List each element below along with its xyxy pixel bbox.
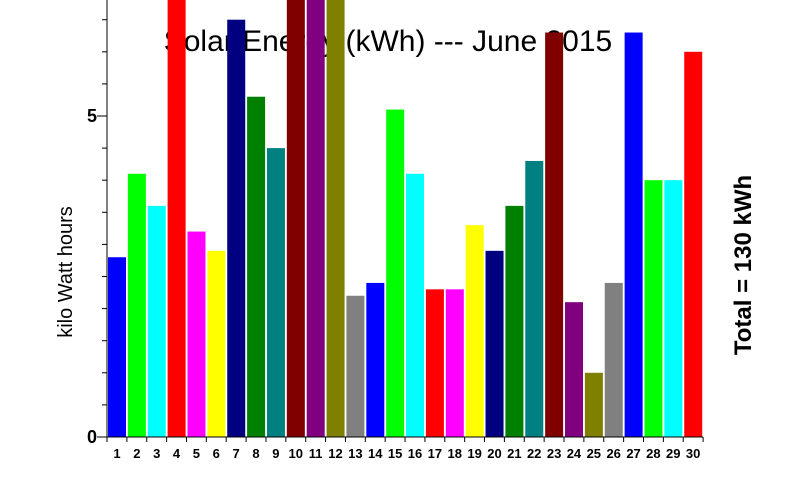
x-tick-label: 11 [309,446,323,461]
x-tick-label: 4 [173,446,181,461]
x-tick-label: 10 [289,446,303,461]
x-tick-label: 17 [428,446,442,461]
x-tick-label: 23 [547,446,561,461]
bar-day-22 [525,160,544,437]
x-tick-label: 7 [233,446,240,461]
x-tick-label: 1 [113,446,120,461]
bar-day-13 [346,295,365,437]
bar-day-5 [187,231,206,437]
bar-day-9 [266,148,285,437]
bar-day-17 [425,289,444,437]
x-tick-label: 28 [646,446,660,461]
bar-day-10 [286,0,305,437]
x-tick-label: 8 [252,446,259,461]
bar-day-4 [167,0,186,438]
y-axis-label: kilo Watt hours [55,206,77,338]
bar-day-12 [326,0,345,438]
bar-day-14 [366,282,385,437]
bar-day-26 [604,282,623,437]
bar-day-6 [207,250,226,437]
bars-group [108,0,703,438]
bar-day-7 [227,19,246,437]
bar-day-2 [127,173,146,437]
bar-day-20 [485,250,504,437]
x-tick-label: 18 [447,446,461,461]
x-tick-label: 12 [328,446,342,461]
x-tick-label: 16 [408,446,422,461]
x-tick-label: 13 [348,446,362,461]
total-annotation: Total = 130 kWh [730,175,757,355]
bar-day-8 [247,96,266,438]
x-tick-label: 25 [587,446,601,461]
x-tick-label: 20 [487,446,501,461]
bar-day-11 [306,0,325,438]
axes-group: 0510123456789101112131415161718192021222… [87,0,704,461]
bar-day-25 [584,372,603,437]
y-tick-label: 0 [87,427,97,447]
bar-day-15 [386,109,405,437]
bar-day-23 [545,32,564,437]
x-tick-label: 3 [153,446,160,461]
bar-day-27 [624,32,643,437]
x-tick-label: 26 [606,446,620,461]
x-tick-label: 14 [368,446,383,461]
x-tick-label: 15 [388,446,402,461]
x-tick-label: 6 [213,446,220,461]
x-tick-label: 29 [666,446,680,461]
x-tick-label: 27 [626,446,640,461]
x-tick-label: 30 [686,446,700,461]
x-tick-label: 22 [527,446,541,461]
x-tick-label: 2 [133,446,140,461]
x-tick-label: 5 [193,446,200,461]
bar-day-3 [147,205,166,437]
bar-day-29 [664,180,683,437]
bar-day-19 [465,225,484,437]
bar-day-28 [644,180,663,437]
x-tick-label: 9 [272,446,279,461]
x-tick-label: 19 [467,446,481,461]
bar-day-18 [445,289,464,437]
x-tick-label: 24 [567,446,582,461]
bar-day-16 [406,173,425,437]
bar-day-24 [565,302,584,437]
bar-day-21 [505,205,524,437]
bar-day-30 [684,51,703,438]
y-tick-label: 5 [87,106,97,126]
x-tick-label: 21 [507,446,521,461]
bar-day-1 [108,257,126,437]
